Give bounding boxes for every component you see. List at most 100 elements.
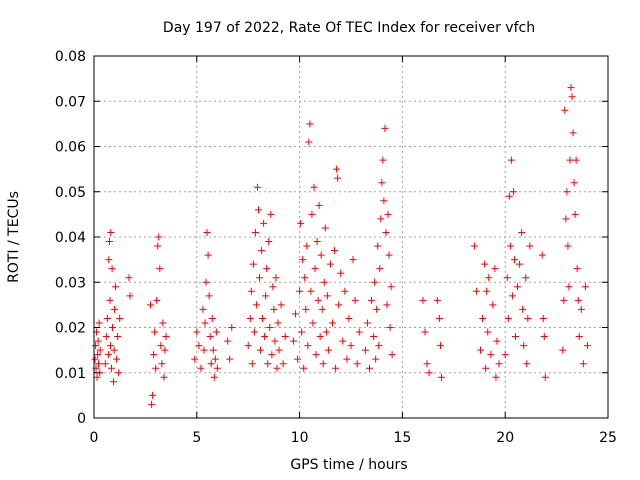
data-point [331,247,339,255]
data-point [375,342,383,350]
data-point [381,124,389,132]
data-point [125,274,133,282]
data-point [105,238,113,246]
x-tick-label: 0 [90,430,99,446]
data-point [504,314,512,322]
data-point [271,337,279,345]
data-point [482,364,490,372]
data-point [158,360,166,368]
data-point [324,346,332,354]
data-point [303,242,311,250]
data-point [92,342,100,350]
y-tick-label: 0.06 [55,140,86,156]
data-point [425,369,433,377]
data-point [193,328,201,336]
data-point [274,319,282,327]
data-point [366,364,374,372]
data-point [126,292,134,300]
data-point [495,360,503,368]
x-tick-label: 25 [599,430,617,446]
data-point [264,360,272,368]
data-point [508,292,516,300]
x-tick-label: 5 [192,430,201,446]
data-point [306,120,314,128]
data-point [154,242,162,250]
data-point [573,265,581,273]
data-point [561,106,569,114]
data-point [321,224,329,232]
data-point [307,287,315,295]
data-point [150,351,158,359]
data-point [386,324,394,331]
data-point [579,360,587,368]
data-point [489,301,497,309]
data-point [291,310,299,318]
data-point [103,314,111,322]
data-point [105,256,113,264]
data-point [272,274,280,282]
data-point [312,351,320,359]
data-point [503,274,511,282]
data-point [505,192,513,200]
data-point [260,219,268,227]
data-point [116,314,124,322]
data-point [151,328,159,336]
data-point [294,355,302,363]
data-point [419,296,427,304]
data-point [201,319,209,327]
data-point [470,242,478,250]
data-points [91,84,591,408]
data-point [566,156,574,164]
data-point [149,391,157,399]
data-point [313,238,321,246]
data-point [94,351,102,359]
data-point [484,328,492,336]
data-point [155,233,163,241]
data-point [209,346,217,354]
data-point [383,301,391,309]
grid [94,56,608,418]
data-point [203,228,211,236]
data-point [226,355,234,363]
data-point [107,364,115,372]
data-point [310,183,318,191]
data-point [320,278,328,286]
data-point [254,206,262,214]
data-point [345,314,353,322]
data-point [481,260,489,268]
data-point [302,305,310,313]
data-point [560,296,568,304]
data-point [202,278,210,286]
data-point [385,251,393,259]
data-point [246,314,254,322]
data-point [487,351,495,359]
data-point [510,256,518,264]
data-point [376,265,384,273]
data-point [371,278,379,286]
data-point [211,355,219,363]
data-point [250,328,258,336]
data-point [524,314,532,322]
data-point [104,351,112,359]
data-point [577,305,585,313]
data-point [157,342,165,350]
y-tick-label: 0.07 [55,94,86,110]
data-point [95,360,103,368]
data-point [559,346,567,354]
data-point [248,360,256,368]
data-point [565,283,573,291]
data-point [581,283,589,291]
data-point [257,346,265,354]
data-point [339,337,347,345]
y-tick-label: 0 [77,411,86,427]
data-point [153,296,161,304]
data-point [423,360,431,368]
data-point [197,364,205,372]
data-point [191,355,199,363]
data-point [337,269,345,277]
data-point [94,337,102,345]
data-point [368,296,376,304]
data-point [574,296,582,304]
